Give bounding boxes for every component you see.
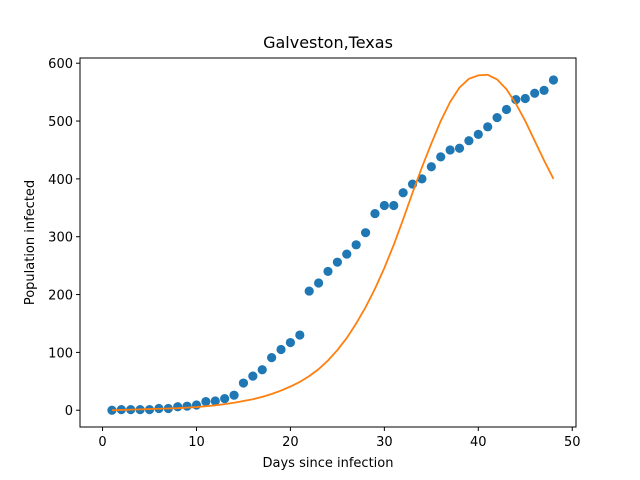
x-axis: 0 10 20 30 40 50 — [98, 427, 581, 450]
data-point — [501, 104, 512, 115]
data-point — [520, 93, 530, 104]
data-point — [295, 330, 305, 340]
data-point — [332, 257, 342, 267]
data-point — [257, 365, 267, 375]
x-tick-label: 20 — [282, 435, 299, 450]
observed-series — [107, 75, 559, 415]
x-tick-label: 10 — [188, 435, 205, 450]
x-tick-label: 50 — [564, 435, 581, 450]
data-point — [210, 396, 220, 406]
data-point — [201, 396, 211, 407]
data-point — [417, 174, 427, 184]
data-point — [530, 88, 540, 98]
x-tick-label: 40 — [470, 435, 487, 450]
data-point — [473, 129, 483, 139]
y-tick-label: 100 — [48, 346, 73, 361]
data-point — [370, 208, 380, 219]
y-tick-label: 600 — [48, 57, 73, 72]
x-axis-title: Days since infection — [263, 456, 394, 471]
data-point — [351, 240, 361, 250]
data-point — [191, 400, 202, 410]
plot-area — [107, 73, 559, 415]
data-point — [398, 188, 408, 198]
data-point — [220, 394, 230, 404]
y-tick-label: 200 — [48, 289, 73, 304]
data-point — [436, 152, 446, 162]
data-point — [285, 337, 296, 348]
x-tick-label: 0 — [98, 435, 106, 450]
data-point — [483, 122, 493, 132]
data-point — [492, 112, 502, 123]
data-point — [342, 249, 352, 259]
data-point — [511, 95, 521, 105]
data-point — [314, 278, 324, 288]
data-point — [229, 390, 239, 400]
data-point — [182, 401, 192, 411]
data-point — [389, 200, 399, 211]
y-tick-label: 300 — [48, 231, 73, 246]
data-point — [248, 371, 258, 381]
data-point — [426, 162, 436, 172]
data-point — [539, 85, 549, 95]
data-point — [267, 352, 277, 363]
data-point — [379, 200, 389, 211]
data-point — [464, 136, 474, 146]
data-point — [454, 143, 465, 153]
data-point — [276, 344, 286, 355]
y-axis-title: Population infected — [23, 180, 38, 305]
model-curve — [111, 73, 555, 412]
y-tick-label: 500 — [48, 115, 73, 130]
y-axis: 0 100 200 300 400 500 600 — [48, 57, 80, 419]
chart-title: Galveston,Texas — [263, 33, 393, 52]
plot-frame — [79, 57, 577, 428]
data-point — [173, 402, 183, 412]
data-point — [323, 266, 333, 277]
y-tick-label: 0 — [65, 404, 73, 419]
data-point — [107, 405, 117, 415]
y-tick-label: 400 — [48, 173, 73, 188]
x-tick-label: 30 — [376, 435, 393, 450]
data-point — [238, 378, 249, 388]
data-point — [360, 228, 371, 238]
data-point — [304, 286, 314, 296]
data-point — [445, 145, 455, 155]
data-point — [548, 75, 559, 85]
